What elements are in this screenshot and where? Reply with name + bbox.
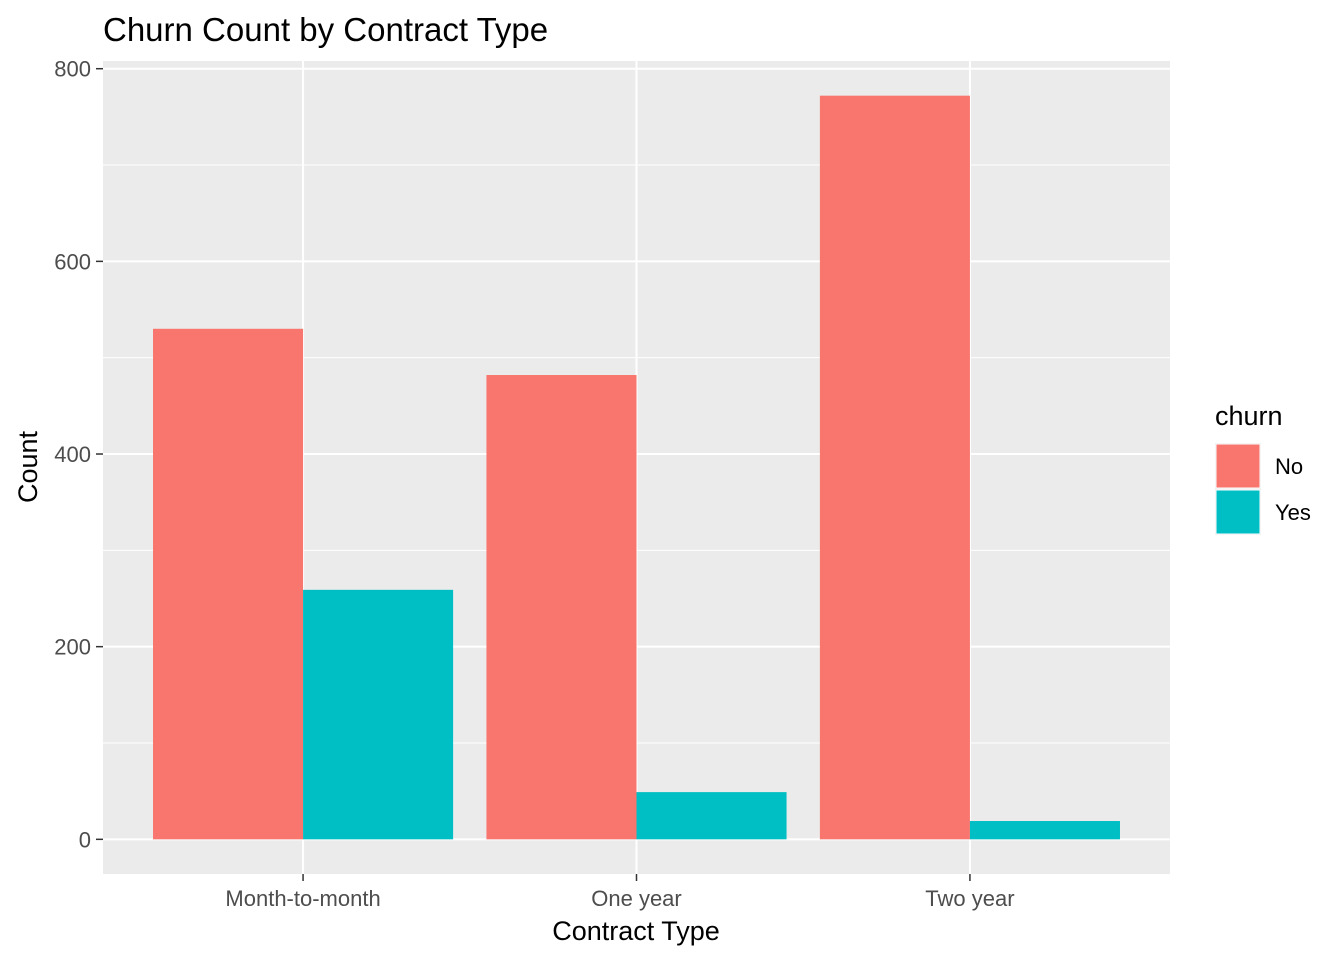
legend-title: churn	[1215, 401, 1283, 431]
legend: churn No Yes	[1215, 401, 1311, 535]
legend-label-no: No	[1275, 454, 1303, 479]
x-tick-label: Month-to-month	[225, 886, 380, 911]
legend-label-yes: Yes	[1275, 500, 1311, 525]
bars	[153, 95, 1120, 840]
y-tick-label: 800	[54, 57, 91, 82]
legend-key-no	[1215, 443, 1261, 489]
y-axis-title: Count	[13, 430, 43, 503]
bar-no-month-to-month	[153, 328, 304, 840]
y-tick-label: 400	[54, 442, 91, 467]
x-tick-label: Two year	[925, 886, 1014, 911]
bar-yes-one-year	[636, 792, 787, 840]
bar-no-one-year	[486, 375, 637, 840]
x-axis: Month-to-month One year Two year	[225, 874, 1015, 911]
legend-key-yes	[1215, 489, 1261, 535]
bar-yes-month-to-month	[303, 589, 454, 840]
x-axis-title: Contract Type	[552, 916, 720, 946]
bar-yes-two-year	[969, 821, 1120, 840]
bar-no-two-year	[819, 95, 970, 840]
y-axis: 0 200 400 600 800	[54, 57, 103, 852]
y-tick-label: 0	[79, 827, 91, 852]
y-tick-label: 600	[54, 249, 91, 274]
y-tick-label: 200	[54, 635, 91, 660]
x-tick-label: One year	[591, 886, 682, 911]
chart-title: Churn Count by Contract Type	[103, 11, 548, 48]
